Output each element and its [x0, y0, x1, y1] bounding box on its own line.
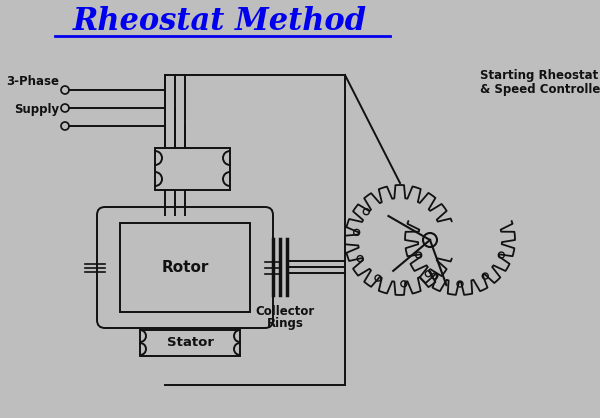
Bar: [155, 148, 230, 190]
Text: & Speed Controller: & Speed Controller: [480, 84, 600, 97]
Text: Supply: Supply: [14, 102, 59, 115]
Text: Starting Rheostat: Starting Rheostat: [480, 69, 598, 82]
Text: Stator: Stator: [167, 336, 214, 349]
Text: 3-Phase: 3-Phase: [6, 75, 59, 88]
Text: Collector: Collector: [256, 305, 314, 318]
Bar: [140, 330, 240, 356]
Text: Rotor: Rotor: [161, 260, 209, 275]
Bar: [120, 223, 250, 312]
Text: Rings: Rings: [266, 317, 304, 330]
Text: Rheostat Method: Rheostat Method: [73, 7, 367, 38]
